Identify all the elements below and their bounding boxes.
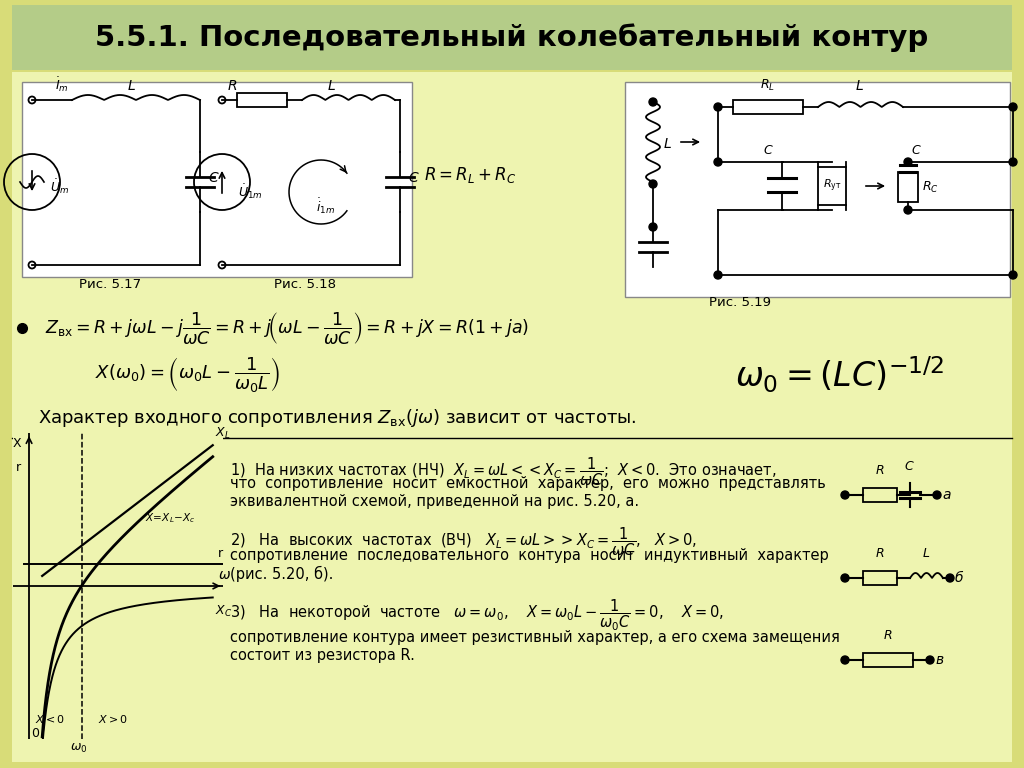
Circle shape: [714, 271, 722, 279]
Text: 1)  На низких частотах (НЧ)  $X_L = \omega L << X_C = \dfrac{1}{\omega C}$;  $X : 1) На низких частотах (НЧ) $X_L = \omega…: [230, 455, 776, 488]
Text: $X<0$: $X<0$: [35, 713, 66, 725]
Circle shape: [714, 103, 722, 111]
Text: R: R: [227, 79, 237, 93]
Text: $R = R_L + R_C$: $R = R_L + R_C$: [424, 165, 516, 185]
Circle shape: [649, 98, 657, 106]
Circle shape: [926, 656, 934, 664]
Circle shape: [841, 491, 849, 499]
Text: $Z_{\rm вх} = R + j\omega L - j\dfrac{1}{\omega C} = R + j\!\left(\omega L - \df: $Z_{\rm вх} = R + j\omega L - j\dfrac{1}…: [45, 310, 529, 346]
Text: a: a: [942, 488, 950, 502]
Text: 2)   На  высоких  частотах  (ВЧ)   $X_L = \omega L >> X_C = \dfrac{1}{\omega C}$: 2) На высоких частотах (ВЧ) $X_L = \omeg…: [230, 525, 697, 558]
Text: $R_C$: $R_C$: [922, 180, 939, 194]
Text: эквивалентной схемой, приведенной на рис. 5.20, а.: эквивалентной схемой, приведенной на рис…: [230, 494, 639, 509]
Text: (рис. 5.20, б).: (рис. 5.20, б).: [230, 566, 334, 582]
Circle shape: [933, 491, 941, 499]
Text: что  сопротивление  носит  емкостной  характер,  его  можно  представлять: что сопротивление носит емкостной характ…: [230, 476, 825, 491]
Text: 0: 0: [31, 727, 39, 740]
Text: R: R: [876, 464, 885, 477]
Bar: [12, 5, 1012, 70]
Circle shape: [904, 206, 912, 214]
Text: r: r: [218, 547, 223, 560]
Text: в: в: [935, 653, 943, 667]
Text: X: X: [12, 437, 22, 450]
Bar: [863, 571, 897, 585]
Text: б: б: [955, 571, 964, 585]
Bar: [898, 172, 918, 202]
Text: $\dot{I}_m$: $\dot{I}_m$: [55, 75, 69, 94]
Text: 5.5.1. Последовательный колебательный контур: 5.5.1. Последовательный колебательный ко…: [95, 24, 929, 52]
Text: Рис. 5.17: Рис. 5.17: [79, 279, 141, 292]
Bar: [237, 93, 287, 107]
Bar: [863, 653, 913, 667]
Circle shape: [1009, 103, 1017, 111]
Bar: [818, 167, 846, 205]
Text: $X_L$: $X_L$: [215, 426, 230, 441]
Text: R: R: [876, 547, 885, 560]
Text: $X(\omega_0) = \left(\omega_0 L - \dfrac{1}{\omega_0 L}\right)$: $X(\omega_0) = \left(\omega_0 L - \dfrac…: [95, 356, 281, 395]
Circle shape: [946, 574, 954, 582]
Circle shape: [1009, 158, 1017, 166]
Text: $X\!=\!X_L\!-\!X_c$: $X\!=\!X_L\!-\!X_c$: [144, 511, 196, 525]
Text: $\dot{U}_m$: $\dot{U}_m$: [50, 177, 70, 196]
Text: L: L: [128, 79, 136, 93]
Text: $\dot{U}_{1m}$: $\dot{U}_{1m}$: [238, 183, 263, 201]
Text: Характер входного сопротивления $Z_{\rm вх}(j\omega)$ зависит от частоты.: Характер входного сопротивления $Z_{\rm …: [38, 407, 637, 429]
Text: $\dot{i}_{1m}$: $\dot{i}_{1m}$: [316, 197, 336, 216]
Text: 3)   На  некоторой  частоте   $\omega = \omega_0$,    $X = \omega_0 L - \dfrac{1: 3) На некоторой частоте $\omega = \omega…: [230, 598, 724, 634]
Text: C: C: [764, 144, 772, 157]
Text: C: C: [208, 171, 218, 185]
Text: состоит из резистора R.: состоит из резистора R.: [230, 648, 415, 663]
Text: $\omega_0 = (LC)^{-1/2}$: $\omega_0 = (LC)^{-1/2}$: [735, 355, 944, 396]
Circle shape: [714, 158, 722, 166]
Text: L: L: [328, 79, 336, 93]
Circle shape: [904, 158, 912, 166]
Circle shape: [1009, 271, 1017, 279]
Text: $R_{\rm ут}$: $R_{\rm ут}$: [822, 178, 842, 194]
Text: $X>0$: $X>0$: [98, 713, 128, 725]
Text: C: C: [911, 144, 921, 157]
Text: $R_L$: $R_L$: [761, 78, 775, 93]
Bar: [12, 72, 1012, 762]
Text: $\omega_0$: $\omega_0$: [71, 742, 88, 755]
Circle shape: [841, 656, 849, 664]
Text: $\omega$: $\omega$: [218, 568, 231, 582]
Text: сопротивление контура имеет резистивный характер, а его схема замещения: сопротивление контура имеет резистивный …: [230, 630, 840, 645]
Bar: [733, 100, 803, 114]
Text: r: r: [16, 462, 22, 475]
Text: C: C: [408, 171, 418, 185]
Text: C: C: [904, 460, 913, 473]
Text: $X_C$: $X_C$: [215, 604, 232, 618]
Text: L: L: [664, 137, 672, 151]
Bar: [625, 82, 1010, 297]
Text: L: L: [923, 547, 930, 560]
Text: Рис. 5.18: Рис. 5.18: [274, 279, 336, 292]
Circle shape: [841, 574, 849, 582]
Bar: [863, 488, 897, 502]
Bar: [22, 82, 412, 277]
Circle shape: [649, 223, 657, 231]
Text: L: L: [856, 79, 864, 93]
Text: R: R: [884, 629, 892, 642]
Circle shape: [649, 180, 657, 188]
Text: сопротивление  последовательного  контура  носит  индуктивный  характер: сопротивление последовательного контура …: [230, 548, 828, 563]
Text: Рис. 5.19: Рис. 5.19: [709, 296, 771, 310]
